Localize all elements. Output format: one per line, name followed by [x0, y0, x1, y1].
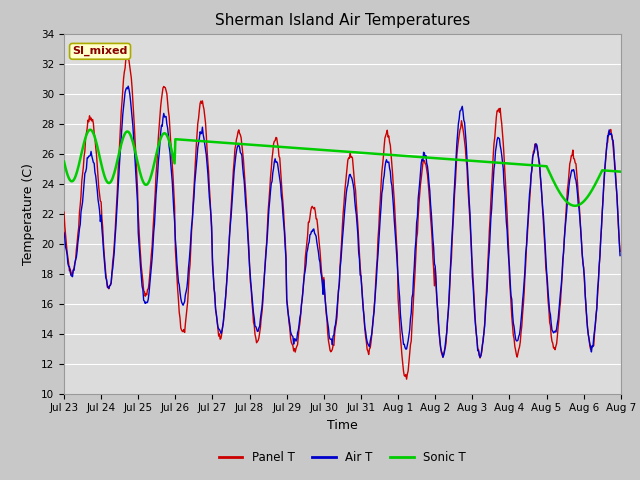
Legend: Panel T, Air T, Sonic T: Panel T, Air T, Sonic T — [214, 446, 471, 469]
Text: SI_mixed: SI_mixed — [72, 46, 128, 57]
Title: Sherman Island Air Temperatures: Sherman Island Air Temperatures — [215, 13, 470, 28]
X-axis label: Time: Time — [327, 419, 358, 432]
Y-axis label: Temperature (C): Temperature (C) — [22, 163, 35, 264]
